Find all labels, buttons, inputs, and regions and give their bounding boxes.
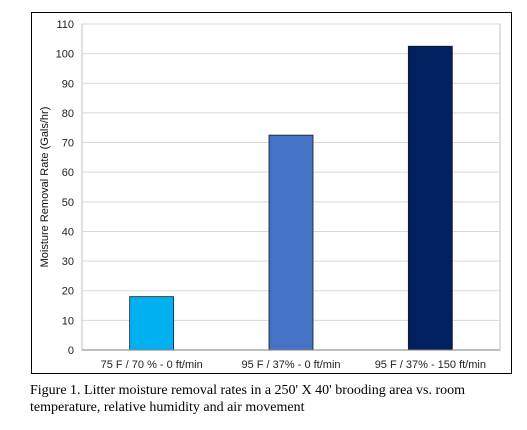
y-tick-label: 100 [56,49,74,61]
y-tick-label: 10 [62,315,74,327]
bar [129,296,175,351]
figure-caption: Figure 1. Litter moisture removal rates … [30,383,466,415]
y-tick-label: 110 [56,19,74,31]
x-tick-label: 95 F / 37% - 150 ft/min [375,359,486,371]
y-tick-label: 80 [62,108,74,120]
y-tick-label: 50 [62,197,74,209]
x-tick-label: 95 F / 37% - 0 ft/min [241,359,340,371]
y-tick-label: 20 [62,286,74,298]
bar [407,45,453,351]
x-tick-label: 75 F / 70 % - 0 ft/min [101,359,203,371]
bar [268,134,314,351]
y-tick-label: 40 [62,226,74,238]
y-tick-label: 60 [62,167,74,179]
y-tick-label: 30 [62,256,74,268]
y-tick-label: 90 [62,78,74,90]
y-tick-label: 70 [62,138,74,150]
y-tick-label: 0 [68,345,74,357]
bar-chart: 0 10 20 30 40 50 60 70 80 90 100 110 75 F / 70 % - 0… [39,19,501,371]
y-axis-title: Moisture Removal Rate (Gals/hr) [39,107,51,268]
